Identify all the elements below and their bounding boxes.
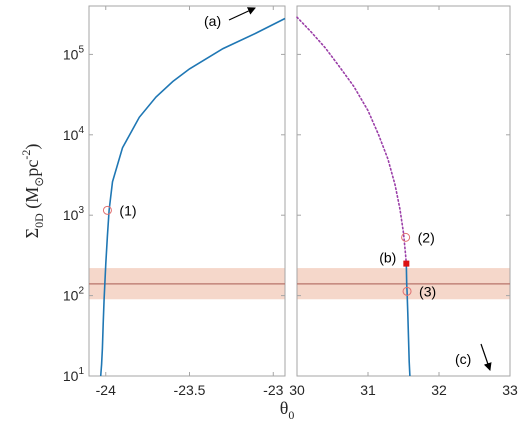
panel-right-frame [296,5,511,377]
y-tick-exponent: 2 [78,286,84,297]
arrow-annotation-label: (c) [455,351,471,367]
y-tick-base: 10 [63,368,79,384]
arrow-annotation-label: (a) [204,13,221,29]
x-tick-label: -24 [96,382,116,398]
y-tick-exponent: 3 [78,205,84,216]
series-line-solid [405,263,411,377]
y-tick-base: 10 [63,207,79,223]
y-label-sun: ⊙ [32,177,46,187]
x-axis-label: θ0 [280,398,295,422]
x-tick-label: 31 [360,382,376,398]
y-tick-base: 10 [63,127,79,143]
y-tick-base: 10 [63,288,79,304]
x-tick-label: 30 [289,382,305,398]
marker-circle [401,232,411,242]
panel-left: -24 -23.5 -23 (1) (a) [88,5,286,398]
marker-label: (1) [119,202,136,218]
y-tick-label: 105 [63,44,85,62]
series-line-solid [99,17,286,377]
y-label-unit: pc [22,160,42,177]
marker-label: (2) [418,229,435,245]
x-tick-label: 32 [431,382,447,398]
y-tick-label: 101 [63,366,85,384]
y-tick-exponent: 1 [78,366,84,377]
y-tick-label: 103 [63,205,85,223]
y-label-subscript: 0D [32,213,46,228]
y-label-exponent: -2 [19,150,33,160]
y-tick-base: 10 [63,46,79,62]
marker-circle [402,286,412,296]
x-tick-label: 33 [502,382,518,398]
marker-label: (b) [379,250,396,266]
x-label-symbol: θ [280,398,289,418]
y-tick-label: 102 [63,286,85,304]
marker-square [403,260,410,267]
marker-circle [102,205,112,215]
panel-left-frame [88,5,286,377]
y-label-close: ) [22,144,43,150]
arrow-annotation-arrow [480,343,492,371]
y-tick-exponent: 4 [78,125,84,136]
y-tick-exponent: 5 [78,44,84,55]
y-label-symbol: Σ [22,228,42,238]
y-tick-label: 104 [63,125,85,143]
x-label-subscript: 0 [288,408,294,422]
series-line-dotted [296,16,408,265]
y-axis-label: Σ0D (M⊙pc-2) [19,144,46,239]
panel-right: 30 31 32 33 (2) (b) (3) (c) [289,5,518,398]
y-label-open: (M [22,187,43,214]
arrow-annotation-arrow [228,7,256,21]
marker-label: (3) [419,283,436,299]
x-tick-label: -23.5 [174,382,206,398]
x-tick-label: -23 [263,382,283,398]
